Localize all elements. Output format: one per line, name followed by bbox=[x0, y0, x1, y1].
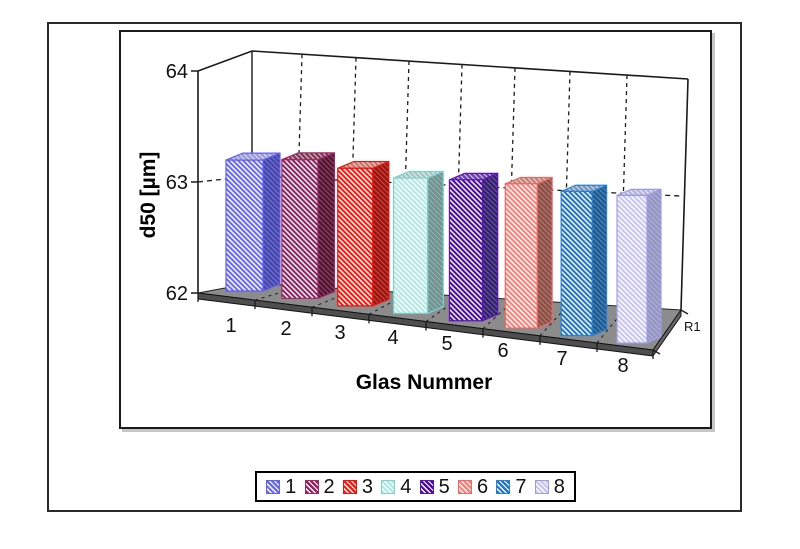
legend-key bbox=[381, 479, 396, 494]
category-label: 3 bbox=[334, 322, 345, 344]
value-axis-tick-label: 62 bbox=[166, 283, 188, 305]
y-axis-title: d50 [µm] bbox=[137, 151, 160, 239]
legend-item: 5 bbox=[419, 475, 450, 498]
legend-key bbox=[342, 479, 357, 494]
category-label: 4 bbox=[387, 327, 398, 349]
x-axis-title: Glas Nummer bbox=[355, 371, 493, 394]
legend: 1 2 3 4 5 6 7 8 bbox=[255, 471, 576, 502]
legend-label: 5 bbox=[438, 475, 450, 498]
series-axis-label: R1 bbox=[684, 319, 701, 334]
category-label: 2 bbox=[280, 318, 291, 340]
bar-front-face bbox=[504, 183, 538, 329]
bar-side-face bbox=[426, 170, 444, 314]
category-label: 7 bbox=[556, 348, 567, 370]
bar-side-face bbox=[317, 152, 336, 300]
legend-label: 8 bbox=[553, 475, 565, 498]
legend-key bbox=[534, 479, 549, 494]
bar-side-face bbox=[536, 176, 553, 329]
bar-front-face bbox=[448, 179, 484, 322]
legend-label: 7 bbox=[515, 475, 527, 498]
category-label: 6 bbox=[497, 340, 508, 362]
bar-front-face bbox=[337, 167, 374, 307]
bar-front-face bbox=[392, 177, 429, 314]
bar-side-face bbox=[481, 172, 499, 322]
legend-item: 7 bbox=[496, 475, 527, 498]
legend-item: 2 bbox=[304, 475, 335, 498]
series-axis-tick bbox=[680, 309, 689, 315]
bar bbox=[504, 176, 553, 329]
bar bbox=[281, 152, 336, 300]
legend-label: 4 bbox=[400, 475, 412, 498]
bar-front-face bbox=[560, 190, 593, 337]
floor-category-dash bbox=[254, 285, 303, 301]
floor-category-dash bbox=[596, 306, 628, 344]
legend-label: 2 bbox=[323, 475, 335, 498]
category-label: 5 bbox=[441, 333, 452, 355]
legend-key bbox=[266, 479, 281, 494]
floor-category-dash bbox=[311, 289, 357, 308]
legend-label: 6 bbox=[477, 475, 489, 498]
value-axis-tick-label: 64 bbox=[166, 61, 188, 83]
bar-side-face bbox=[262, 152, 281, 292]
bar-side-face bbox=[591, 184, 608, 337]
bar bbox=[225, 152, 281, 292]
legend-key bbox=[458, 479, 472, 494]
category-label: 1 bbox=[225, 315, 236, 337]
bar-front-face bbox=[616, 194, 648, 344]
wall-right-edge bbox=[680, 78, 689, 311]
legend-key bbox=[419, 479, 434, 494]
bar-front-face bbox=[225, 159, 264, 292]
bar-side-face bbox=[372, 160, 390, 307]
bar bbox=[337, 160, 390, 307]
legend-item: 8 bbox=[534, 475, 565, 498]
bar bbox=[616, 188, 662, 344]
legend-item: 4 bbox=[381, 477, 411, 497]
bar bbox=[560, 184, 608, 337]
value-axis-tick-label: 63 bbox=[166, 172, 188, 194]
bar bbox=[448, 172, 499, 322]
bar-front-face bbox=[281, 159, 319, 300]
legend-label: 1 bbox=[285, 475, 297, 498]
legend-key bbox=[304, 479, 319, 494]
legend-item: 3 bbox=[342, 475, 373, 498]
legend-item: 6 bbox=[458, 477, 488, 497]
category-label: 8 bbox=[617, 355, 628, 377]
series-axis-tick bbox=[652, 349, 661, 355]
bar-side-face bbox=[646, 188, 662, 344]
legend-label: 3 bbox=[361, 475, 373, 498]
legend-item: 1 bbox=[266, 477, 296, 497]
wall-top-edge bbox=[197, 50, 689, 80]
bar bbox=[392, 170, 444, 314]
legend-key bbox=[496, 479, 511, 494]
